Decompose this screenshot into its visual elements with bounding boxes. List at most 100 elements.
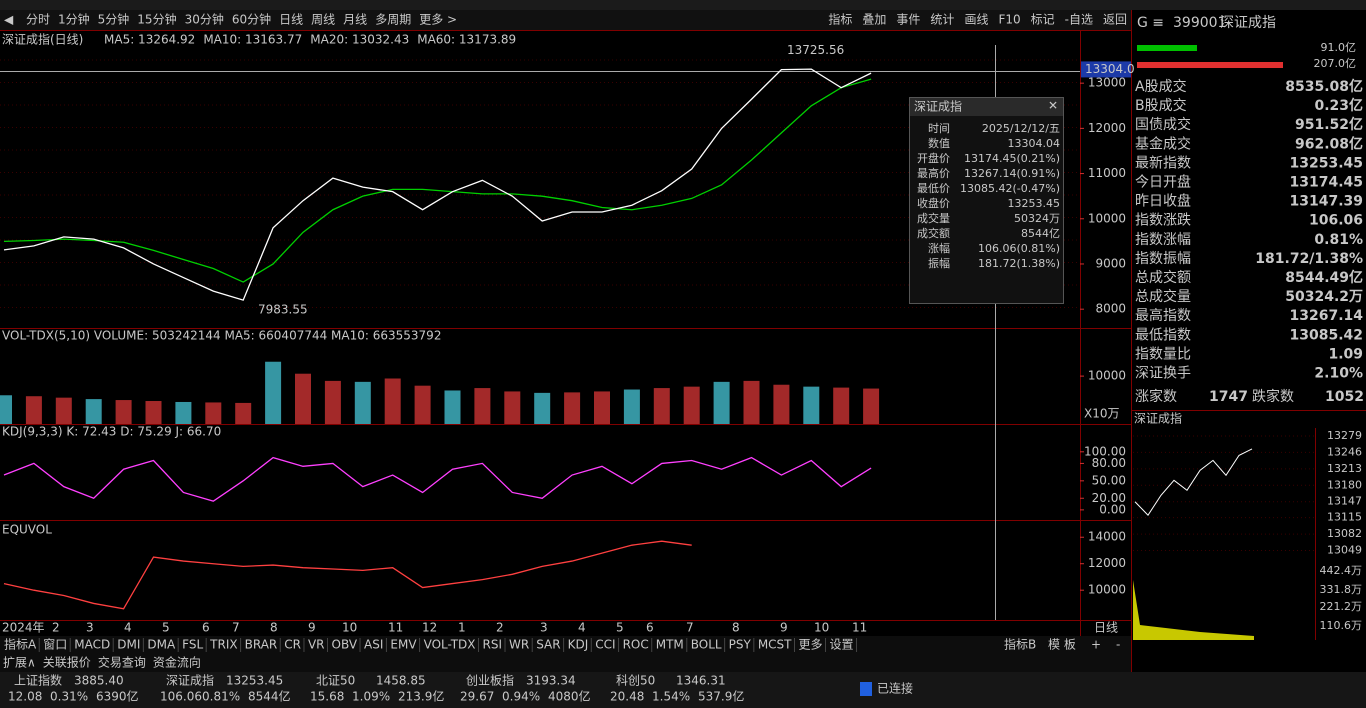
indicator-b-tab[interactable]: 指标B xyxy=(1004,637,1036,652)
indicator-tab[interactable]: EMV xyxy=(390,638,417,652)
indicator-tab[interactable]: VR xyxy=(308,638,325,652)
tool-button[interactable]: 统计 xyxy=(930,13,954,27)
volume-bar xyxy=(55,397,72,424)
period-tab[interactable]: 周线 xyxy=(311,13,335,27)
indicator-tab[interactable]: BRAR xyxy=(245,638,278,652)
index-value: 13253.45 xyxy=(226,674,283,688)
volume-bar xyxy=(713,381,730,424)
ext-tab[interactable]: 资金流向 xyxy=(153,655,201,670)
icon: ◀ xyxy=(4,13,14,27)
y-tick-label: 13000 xyxy=(1088,76,1126,90)
tool-button[interactable]: -自选 xyxy=(1065,13,1093,27)
indicator-tab[interactable]: ROC xyxy=(623,638,649,652)
index-pct: 1.54% xyxy=(652,690,690,704)
indicator-tab[interactable]: PSY xyxy=(729,638,752,652)
month-label: 5 xyxy=(162,621,170,635)
volume-bar xyxy=(354,381,371,424)
indicator-tab[interactable]: 更多 xyxy=(799,638,823,652)
month-label: 7 xyxy=(232,621,240,635)
period-tab[interactable]: 分时 xyxy=(26,13,50,27)
period-tab[interactable]: 5分钟 xyxy=(98,12,130,27)
y-tick-label: 100.00 xyxy=(1084,444,1126,458)
y-tick-label: 10000 xyxy=(1088,211,1126,225)
volume-bar xyxy=(85,399,102,424)
indicator-tab[interactable]: MTM xyxy=(656,638,684,652)
indicator-tab[interactable]: BOLL xyxy=(691,638,722,652)
period-tab[interactable]: 15分钟 xyxy=(137,12,176,27)
quote-value: 962.08亿 xyxy=(1295,135,1363,152)
period-tab[interactable]: 60分钟 xyxy=(232,12,271,27)
month-label: 9 xyxy=(780,621,788,635)
indicator-tab[interactable]: VOL-TDX xyxy=(424,638,476,652)
tooltip-value: 13253.45 xyxy=(1008,197,1061,210)
tooltip-value: 13085.42(-0.47%) xyxy=(960,182,1060,195)
quote-value: 951.52亿 xyxy=(1295,116,1363,133)
indicator-tab[interactable]: FSL xyxy=(182,638,203,652)
index-pct: 1.09% xyxy=(352,690,390,704)
index-amount: 4080亿 xyxy=(548,689,591,704)
ma60-line xyxy=(3,78,872,283)
ext-tab[interactable]: 关联报价 xyxy=(43,655,91,670)
index-pct: 0.81% xyxy=(202,690,240,704)
conn-icon xyxy=(860,682,872,696)
indicator-tab[interactable]: KDJ xyxy=(568,638,589,652)
y-tick-label: 14000 xyxy=(1088,530,1126,544)
y-tick-label: 10000 xyxy=(1088,369,1126,383)
tool-button[interactable]: 叠加 xyxy=(862,13,886,27)
index-value: 3193.34 xyxy=(526,674,576,688)
index-name: 上证指数 xyxy=(14,673,62,688)
period-tab[interactable]: 日线 xyxy=(279,13,303,27)
period-label: 日线 xyxy=(1094,621,1118,635)
quote-value: 8544.49亿 xyxy=(1285,269,1363,286)
indicator-b-tab[interactable]: + xyxy=(1091,638,1101,652)
ext-tab[interactable]: 交易查询 xyxy=(98,655,146,670)
index-name: 北证50 xyxy=(316,674,355,688)
y-tick-label: 10000 xyxy=(1088,583,1126,597)
indicator-tab[interactable]: DMI xyxy=(117,638,140,652)
period-tab[interactable]: 更多 > xyxy=(419,13,457,27)
close-icon[interactable]: ✕ xyxy=(1048,99,1058,113)
indicator-b-tab[interactable]: 模 板 xyxy=(1048,638,1076,652)
indicator-tab[interactable]: MACD xyxy=(74,638,110,652)
month-label: 8 xyxy=(270,621,278,635)
indicator-tab[interactable]: 设置 xyxy=(830,638,854,652)
tool-button[interactable]: 返回 xyxy=(1103,13,1127,27)
period-bar xyxy=(0,10,1132,30)
tool-button[interactable]: 事件 xyxy=(896,13,920,27)
volume-bar xyxy=(115,400,132,424)
indicator-tab[interactable]: MCST xyxy=(758,638,792,652)
indicator-tab[interactable]: DMA xyxy=(147,638,176,652)
period-tab[interactable]: 月线 xyxy=(343,13,367,27)
period-tab[interactable]: 30分钟 xyxy=(185,12,224,27)
volume-bar xyxy=(683,386,700,424)
y-tick-label: 0.00 xyxy=(1099,502,1126,516)
indicator-tab[interactable]: 窗口 xyxy=(43,638,67,652)
quote-label: 指数振幅 xyxy=(1135,251,1191,267)
indicator-tab[interactable]: 指标A xyxy=(4,637,37,652)
current-price: 13304.0 xyxy=(1085,62,1135,76)
indicator-tab[interactable]: RSI xyxy=(483,638,503,652)
indicator-tab[interactable]: OBV xyxy=(332,638,358,652)
period-tab[interactable]: 多周期 xyxy=(375,13,411,27)
tool-button[interactable]: F10 xyxy=(998,13,1020,27)
volume-bar xyxy=(414,385,431,424)
tool-button[interactable]: 标记 xyxy=(1031,13,1055,27)
high-annotation: 13725.56 xyxy=(787,43,844,57)
indicator-tab[interactable]: WR xyxy=(509,638,529,652)
index-amount: 8544亿 xyxy=(248,689,291,704)
indicator-tab[interactable]: CCI xyxy=(595,638,615,652)
mini-tick: 13049 xyxy=(1327,544,1362,557)
tool-button[interactable]: 画线 xyxy=(964,13,988,27)
indicator-b-tab[interactable]: - xyxy=(1116,638,1120,652)
indicator-tab[interactable]: ASI xyxy=(364,638,383,652)
mini-line xyxy=(1134,448,1253,516)
indicator-tab[interactable]: CR xyxy=(284,638,301,652)
month-label: 6 xyxy=(646,621,654,635)
ext-tab[interactable]: 扩展∧ xyxy=(3,656,36,670)
tool-button[interactable]: 指标 xyxy=(828,12,852,27)
volume-bar xyxy=(863,388,880,424)
indicator-tab[interactable]: TRIX xyxy=(209,638,237,652)
logo: G ≡ xyxy=(1137,15,1164,31)
indicator-tab[interactable]: SAR xyxy=(536,638,560,652)
period-tab[interactable]: 1分钟 xyxy=(58,12,90,27)
